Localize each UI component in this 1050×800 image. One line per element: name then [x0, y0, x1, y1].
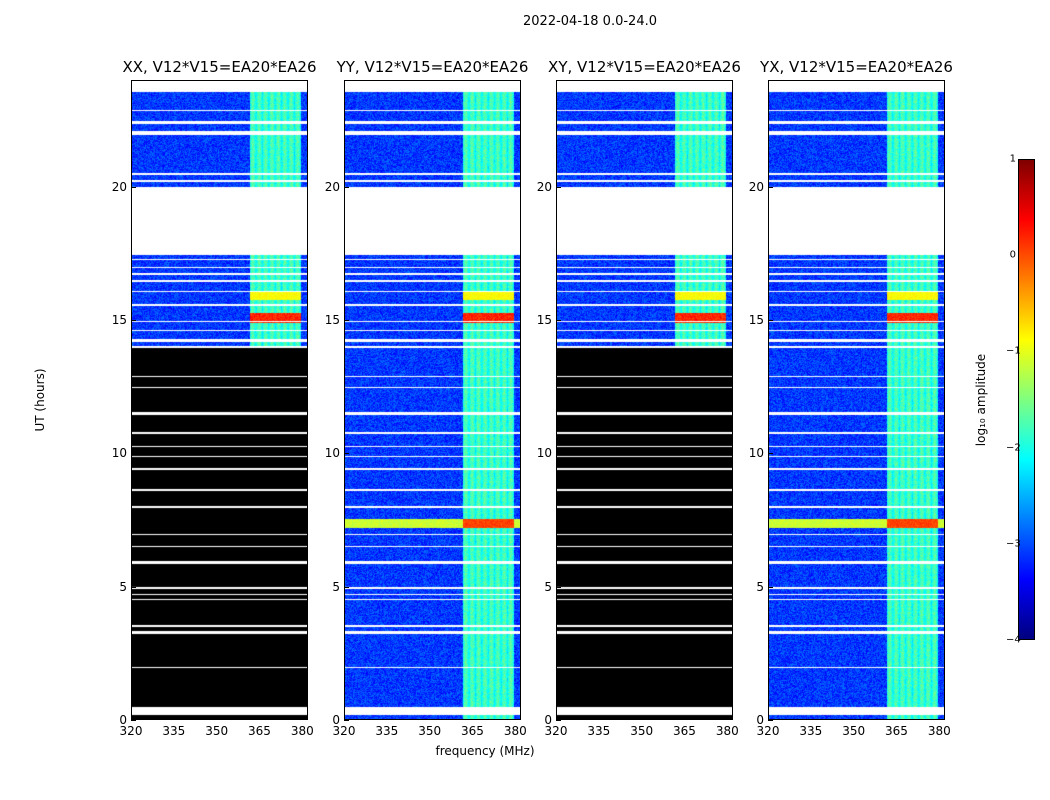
panel-3: XY, V12*V15=EA20*EA26 0 5 10 15 20 320 335 350 36…: [537, 58, 741, 738]
x-tick-label: 365: [461, 724, 484, 738]
x-tick-label: 380: [503, 724, 527, 738]
x-tick-label: 365: [673, 724, 696, 738]
colorbar-tick-label: −1: [1006, 345, 1021, 357]
colorbar: [1018, 159, 1035, 640]
y-tick-label: 15: [536, 313, 552, 327]
y-tick-label: 5: [119, 579, 127, 594]
y-tick-mark: [344, 720, 349, 721]
colorbar-tick-label: −3: [1006, 538, 1021, 550]
colorbar-label: log₁₀ amplitude: [974, 353, 988, 447]
panel-2: YY, V12*V15=EA20*EA26 0 5 10 15 20 320 335 350 36…: [325, 58, 529, 738]
x-tick-label: 380: [290, 724, 314, 738]
y-tick-mark: [131, 586, 136, 588]
y-tick-mark: [556, 186, 561, 188]
x-axis-label: frequency (MHz): [435, 744, 535, 758]
x-tick-label: 320: [544, 724, 568, 738]
y-tick-label: 5: [756, 579, 764, 594]
y-tick-label: 20: [748, 179, 764, 194]
y-tick-label: 0: [332, 713, 340, 727]
x-tick-label: 365: [248, 724, 271, 738]
y-tick-label: 5: [332, 579, 340, 594]
heatmap-plot-area: [344, 80, 521, 720]
y-tick-mark: [768, 453, 773, 455]
x-tick-label: 320: [756, 724, 780, 738]
y-tick-mark: [768, 186, 773, 188]
x-tick-label: 335: [375, 724, 399, 738]
y-tick-mark: [556, 720, 561, 721]
x-tick-label: 365: [885, 724, 908, 738]
y-tick-mark: [344, 453, 349, 455]
x-tick-label: 335: [587, 724, 611, 738]
y-tick-mark: [344, 586, 349, 588]
heatmap-plot-area: [556, 80, 733, 720]
figure-suptitle: 2022-04-18 0.0-24.0: [523, 14, 657, 29]
panel-4: YX, V12*V15=EA20*EA26 0 5 10 15 20 320 335 350 36…: [749, 58, 953, 738]
y-tick-mark: [131, 453, 136, 455]
y-tick-label: 5: [544, 579, 552, 594]
y-tick-label: 10: [111, 446, 127, 461]
panel-title: XY, V12*V15=EA20*EA26: [548, 58, 741, 76]
x-tick-label: 380: [927, 724, 951, 738]
y-tick-mark: [768, 720, 773, 721]
heatmap-plot-area: [768, 80, 945, 720]
y-tick-mark: [131, 186, 136, 188]
x-tick-label: 320: [119, 724, 143, 738]
heatmap-plot-area: [131, 80, 308, 720]
x-tick-label: 380: [715, 724, 739, 738]
y-tick-mark: [556, 320, 561, 321]
heatmap-canvas: [557, 81, 732, 719]
colorbar-tick-label: −4: [1006, 634, 1021, 646]
heatmap-canvas: [132, 81, 307, 719]
y-tick-label: 20: [536, 179, 552, 194]
x-tick-label: 350: [205, 724, 229, 738]
x-tick-label: 350: [842, 724, 866, 738]
y-axis-label: UT (hours): [33, 368, 47, 432]
y-tick-label: 0: [756, 713, 764, 727]
colorbar-tick-label: 1: [1009, 153, 1016, 165]
y-tick-label: 0: [544, 713, 552, 727]
y-tick-mark: [344, 320, 349, 321]
y-tick-label: 10: [536, 446, 552, 461]
y-tick-mark: [556, 453, 561, 455]
y-tick-label: 15: [111, 313, 127, 327]
heatmap-canvas: [345, 81, 520, 719]
y-tick-mark: [768, 320, 773, 321]
y-tick-label: 10: [748, 446, 764, 461]
y-tick-mark: [131, 320, 136, 321]
panel-title: YY, V12*V15=EA20*EA26: [336, 58, 529, 76]
y-tick-mark: [344, 186, 349, 188]
y-tick-label: 15: [324, 313, 340, 327]
y-tick-label: 20: [111, 179, 127, 194]
panel-title: XX, V12*V15=EA20*EA26: [122, 58, 317, 76]
y-tick-mark: [131, 720, 136, 721]
x-tick-label: 350: [418, 724, 442, 738]
heatmap-canvas: [769, 81, 944, 719]
y-tick-label: 0: [119, 713, 127, 727]
y-tick-label: 10: [324, 446, 340, 461]
x-tick-label: 350: [630, 724, 654, 738]
x-tick-label: 320: [332, 724, 356, 738]
panel-1: XX, V12*V15=EA20*EA26 0 5 10 15 20 320 335 350 36…: [112, 58, 317, 738]
colorbar-tick-label: −2: [1006, 442, 1021, 454]
y-tick-label: 15: [748, 313, 764, 327]
colorbar-tick-label: 0: [1009, 249, 1016, 261]
panel-title: YX, V12*V15=EA20*EA26: [760, 58, 953, 76]
y-tick-label: 20: [324, 179, 340, 194]
x-tick-label: 335: [799, 724, 823, 738]
y-tick-mark: [556, 586, 561, 588]
x-tick-label: 335: [162, 724, 186, 738]
y-tick-mark: [768, 586, 773, 588]
